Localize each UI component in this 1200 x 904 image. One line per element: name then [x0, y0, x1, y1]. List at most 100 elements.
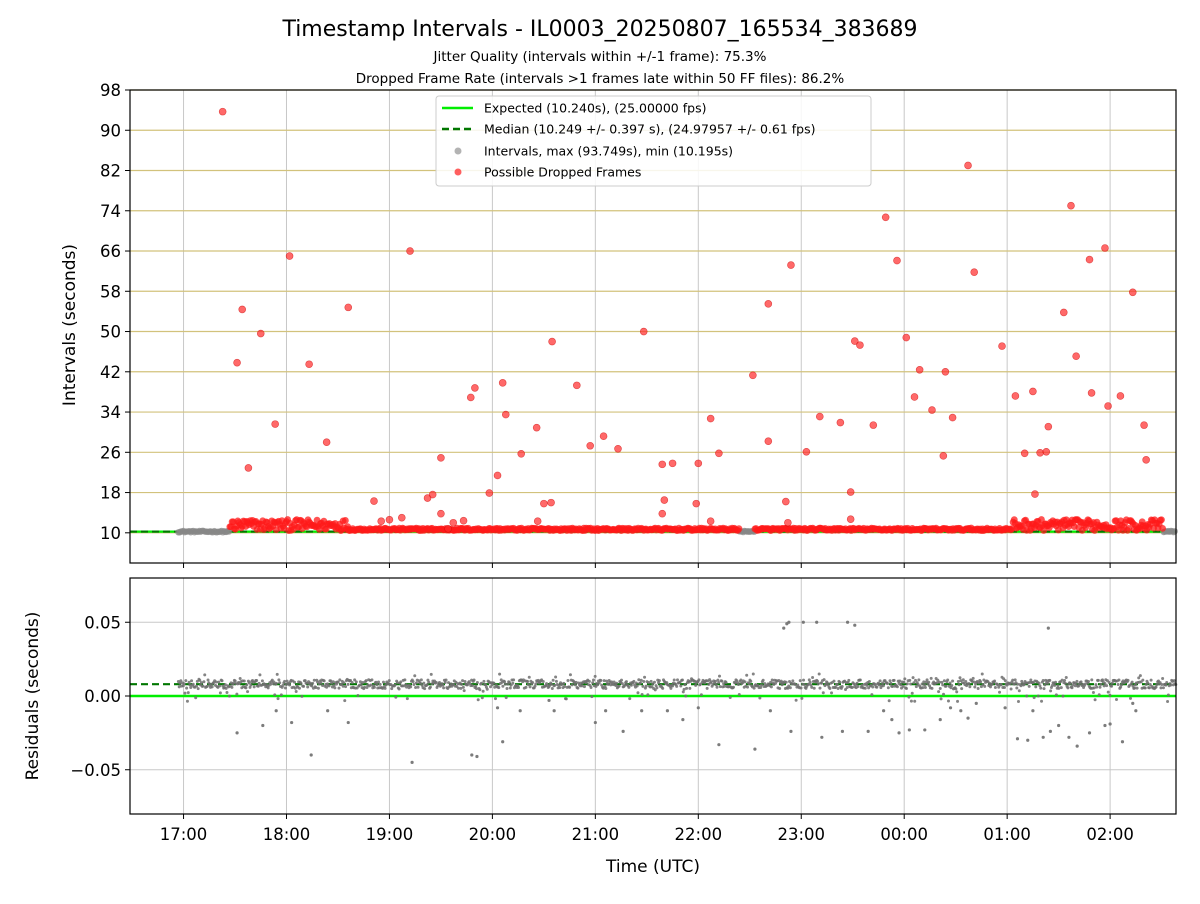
residual-point: [770, 685, 773, 688]
residual-point: [813, 687, 816, 690]
dropped-frame-point: [342, 517, 349, 524]
dropped-frame-point: [940, 452, 947, 459]
residual-point: [896, 685, 899, 688]
residual-point: [430, 673, 433, 676]
residual-point: [717, 681, 720, 684]
dropped-frame-point: [765, 438, 772, 445]
residual-point: [531, 681, 534, 684]
dropped-frame-point: [949, 414, 956, 421]
residual-point: [809, 681, 812, 684]
top-y-tick-label: 26: [100, 443, 121, 462]
residual-outlier-point: [594, 721, 597, 724]
residual-point: [758, 697, 761, 700]
x-tick-label: 00:00: [880, 825, 928, 844]
residual-point: [293, 681, 296, 684]
residual-point: [1162, 686, 1165, 689]
residual-point: [590, 686, 593, 689]
residual-outlier-point: [769, 709, 772, 712]
residual-point: [789, 686, 792, 689]
residual-point: [1054, 681, 1057, 684]
residual-point: [871, 685, 874, 688]
residual-point: [950, 684, 953, 687]
residual-outlier-point: [815, 621, 818, 624]
residual-outlier-point: [841, 730, 844, 733]
residual-point: [1004, 679, 1007, 682]
residual-point: [195, 685, 198, 688]
residual-outlier-point: [235, 731, 238, 734]
residual-point: [269, 683, 272, 686]
residual-point: [959, 676, 962, 679]
dropped-frame-point: [345, 304, 352, 311]
residual-point: [886, 682, 889, 685]
residual-outlier-point: [501, 740, 504, 743]
dropped-frame-point: [257, 330, 264, 337]
residual-point: [994, 686, 997, 689]
residual-outlier-point: [846, 621, 849, 624]
residual-point: [679, 685, 682, 688]
residual-point: [508, 681, 511, 684]
residual-outlier-point: [753, 748, 756, 751]
residual-point: [671, 685, 674, 688]
residual-point: [635, 682, 638, 685]
residual-point: [1039, 687, 1042, 690]
dropped-frame-point: [437, 454, 444, 461]
residual-point: [217, 681, 220, 684]
dropped-frame-point: [1021, 450, 1028, 457]
dropped-frame-point: [518, 450, 525, 457]
dropped-frame-point: [486, 490, 493, 497]
legend-dropped-label: Possible Dropped Frames: [484, 165, 641, 180]
residual-point: [356, 694, 359, 697]
residual-point: [464, 680, 467, 683]
residual-point: [505, 696, 508, 699]
residual-point: [956, 700, 959, 703]
residual-point: [926, 678, 929, 681]
residual-point: [983, 685, 986, 688]
residual-point: [661, 687, 664, 690]
residual-point: [194, 696, 197, 699]
residual-point: [190, 679, 193, 682]
residual-point: [1064, 682, 1067, 685]
residual-point: [249, 684, 252, 687]
x-axis-label: Time (UTC): [605, 857, 700, 877]
dropped-frame-point: [437, 510, 444, 517]
residual-outlier-point: [882, 709, 885, 712]
y-axis-label-residuals: Residuals (seconds): [23, 612, 43, 781]
residual-point: [403, 678, 406, 681]
residual-point: [552, 679, 555, 682]
residual-point: [762, 679, 765, 682]
residual-point: [276, 673, 279, 676]
residual-point: [1040, 700, 1043, 703]
residual-point: [1167, 694, 1170, 697]
top-y-tick-label: 90: [100, 121, 121, 140]
residual-point: [620, 679, 623, 682]
residual-point: [907, 696, 910, 699]
residual-point: [278, 681, 281, 684]
residual-outlier-point: [789, 730, 792, 733]
residual-point: [590, 695, 593, 698]
residual-outlier-point: [897, 731, 900, 734]
residual-point: [1120, 683, 1123, 686]
x-tick-label: 18:00: [263, 825, 311, 844]
residual-point: [913, 700, 916, 703]
residual-point: [949, 681, 952, 684]
chart-title: Timestamp Intervals - IL0003_20250807_16…: [281, 17, 917, 42]
residual-point: [568, 686, 571, 689]
residual-point: [1047, 682, 1050, 685]
residual-outlier-point: [261, 724, 264, 727]
residual-point: [471, 684, 474, 687]
residual-point: [529, 685, 532, 688]
dropped-frame-point: [1031, 491, 1038, 498]
residual-point: [1090, 678, 1093, 681]
residual-point: [993, 680, 996, 683]
residual-outlier-point: [290, 721, 293, 724]
residual-point: [676, 678, 679, 681]
residual-point: [337, 687, 340, 690]
residual-point: [716, 686, 719, 689]
residual-point: [576, 687, 579, 690]
residual-outlier-point: [853, 624, 856, 627]
legend-intervals-label: Intervals, max (93.749s), min (10.195s): [484, 144, 733, 159]
residual-point: [811, 676, 814, 679]
residual-point: [653, 681, 656, 684]
residual-point: [778, 687, 781, 690]
